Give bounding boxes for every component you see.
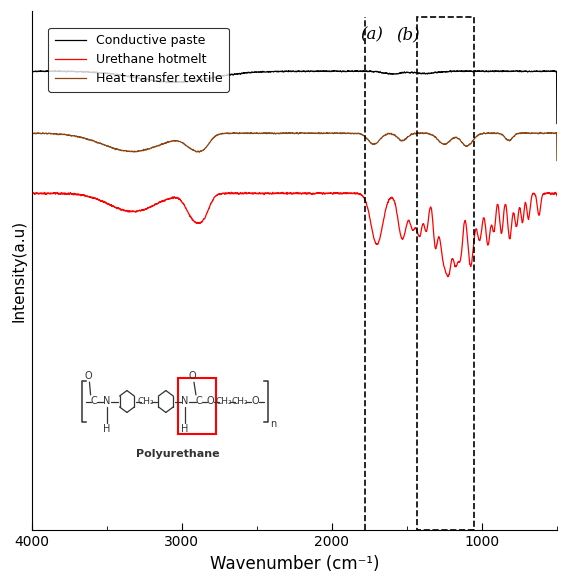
Text: H: H <box>182 424 189 434</box>
Text: O: O <box>189 371 197 381</box>
Heat transfer textile <box>249 130 256 137</box>
Conductive paste <box>553 120 560 127</box>
Y-axis label: Intensity(a.u): Intensity(a.u) <box>11 220 26 322</box>
Legend: Conductive paste, Urethane hotmelt, Heat transfer textile: Conductive paste, Urethane hotmelt, Heat… <box>48 28 229 92</box>
Urethane hotmelt <box>278 190 285 197</box>
Conductive paste <box>249 69 256 76</box>
Text: O: O <box>207 397 215 406</box>
Text: C: C <box>91 397 98 406</box>
Text: N: N <box>103 397 111 406</box>
Text: N: N <box>182 397 189 406</box>
Text: CH₂: CH₂ <box>137 397 154 406</box>
Bar <box>417 17 474 530</box>
Text: CH₂: CH₂ <box>215 397 232 406</box>
Text: (b): (b) <box>396 26 420 43</box>
Urethane hotmelt <box>28 194 35 201</box>
Heat transfer textile <box>511 133 518 140</box>
Text: CH₂: CH₂ <box>232 397 248 406</box>
Heat transfer textile <box>553 157 560 164</box>
Urethane hotmelt <box>228 189 235 196</box>
Conductive paste <box>253 69 260 76</box>
Heat transfer textile <box>28 158 35 165</box>
Line: Urethane hotmelt: Urethane hotmelt <box>32 192 557 277</box>
Conductive paste <box>511 68 518 75</box>
Conductive paste <box>56 67 63 74</box>
Heat transfer textile <box>537 130 544 137</box>
Text: H: H <box>103 424 111 434</box>
Urethane hotmelt <box>249 190 256 197</box>
Text: n: n <box>270 419 277 429</box>
Text: O: O <box>252 397 260 406</box>
Line: Heat transfer textile: Heat transfer textile <box>32 133 557 161</box>
Urethane hotmelt <box>537 200 544 207</box>
Heat transfer textile <box>253 130 260 137</box>
X-axis label: Wavenumber (cm⁻¹): Wavenumber (cm⁻¹) <box>210 555 379 573</box>
Urethane hotmelt <box>253 190 260 197</box>
Conductive paste <box>28 120 35 127</box>
Urethane hotmelt <box>444 273 451 280</box>
Text: C: C <box>195 397 202 406</box>
Text: (a): (a) <box>360 26 383 43</box>
Conductive paste <box>537 68 544 75</box>
Heat transfer textile <box>410 130 416 137</box>
Conductive paste <box>410 69 417 77</box>
Urethane hotmelt <box>511 216 518 223</box>
Urethane hotmelt <box>410 227 417 234</box>
Text: O: O <box>84 371 92 381</box>
Bar <box>178 378 216 434</box>
Heat transfer textile <box>278 130 285 137</box>
Heat transfer textile <box>537 129 544 136</box>
Conductive paste <box>278 68 285 75</box>
Line: Conductive paste: Conductive paste <box>32 71 557 124</box>
Text: Polyurethane: Polyurethane <box>136 450 220 460</box>
Urethane hotmelt <box>553 192 560 199</box>
